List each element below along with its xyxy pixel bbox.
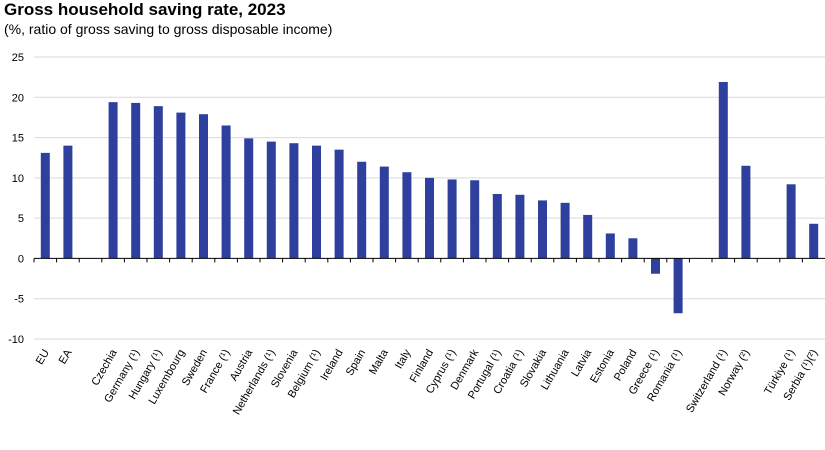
bar — [809, 223, 819, 259]
gridlines — [34, 56, 825, 340]
y-tick-label: 20 — [12, 92, 24, 104]
bar — [176, 112, 186, 259]
bar — [651, 258, 660, 274]
chart-title: Gross household saving rate, 2023 — [4, 0, 286, 19]
bar — [221, 125, 231, 259]
bars — [40, 81, 819, 314]
bar — [244, 138, 254, 259]
bar — [515, 194, 525, 259]
bar — [470, 180, 480, 259]
bar — [741, 165, 751, 259]
bar — [199, 114, 208, 259]
y-tick-label: 0 — [18, 253, 24, 265]
chart-subtitle: (%, ratio of gross saving to gross dispo… — [4, 21, 333, 37]
axes: 25 20 15 10 5 0 -5 -10 — [8, 52, 825, 346]
bar — [40, 152, 50, 259]
bar — [605, 233, 615, 259]
x-tick-label: Italy — [393, 347, 414, 371]
bar — [402, 172, 412, 259]
bar — [538, 200, 547, 259]
bar — [266, 141, 276, 259]
bar — [63, 145, 73, 259]
y-tick-label: 15 — [12, 133, 24, 145]
x-tick-label: Spain — [344, 348, 368, 378]
bar — [492, 193, 502, 259]
bar — [153, 106, 163, 259]
bar — [718, 81, 728, 259]
bar — [357, 161, 367, 259]
bar — [447, 179, 457, 259]
x-tick-label: Ireland — [318, 348, 345, 383]
y-tick-label: -10 — [8, 334, 24, 346]
bar — [289, 143, 299, 259]
bar — [108, 102, 118, 259]
bar — [583, 214, 593, 259]
bar — [334, 149, 344, 259]
bar — [131, 102, 141, 259]
x-tick-label: Malta — [367, 347, 391, 377]
y-tick-label: 10 — [12, 173, 24, 185]
y-tick-label: 5 — [18, 213, 24, 225]
x-tick-label: EA — [57, 347, 75, 366]
bar — [673, 258, 683, 314]
bar — [379, 166, 389, 259]
bar — [560, 202, 570, 259]
x-tick-label: EU — [34, 347, 52, 366]
bar — [312, 145, 321, 259]
y-tick-label: 25 — [12, 52, 24, 64]
bar — [628, 238, 638, 259]
y-tick-label: -5 — [14, 294, 24, 306]
bar — [786, 184, 796, 259]
bar — [425, 177, 434, 259]
